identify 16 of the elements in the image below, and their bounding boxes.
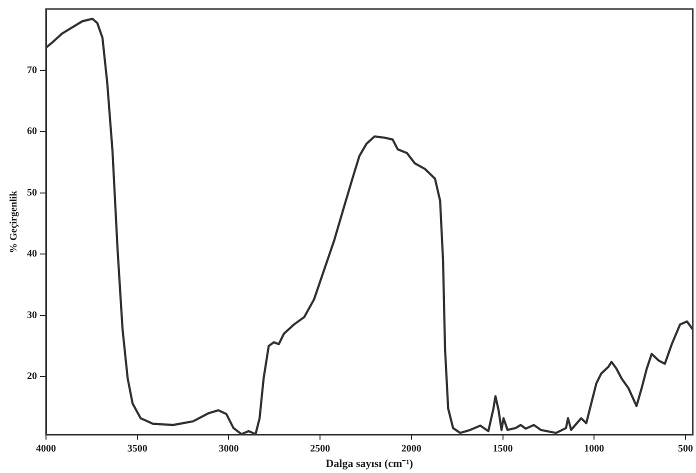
x-tick-label: 1000 xyxy=(584,443,604,454)
x-tick-label: 2000 xyxy=(401,443,422,454)
y-tick-label: 20 xyxy=(27,371,37,382)
x-tick-label: 1500 xyxy=(492,443,513,454)
y-tick-label: 40 xyxy=(27,248,37,260)
x-tick-label: 3500 xyxy=(127,443,148,454)
y-tick-label: 50 xyxy=(27,187,37,198)
x-tick-label: 4000 xyxy=(36,443,56,454)
y-tick-label: 60 xyxy=(27,126,37,138)
x-tick-label: 2500 xyxy=(310,443,330,454)
y-axis-title: % Geçirgenlik xyxy=(8,190,20,254)
y-tick-label: 30 xyxy=(27,310,37,321)
x-tick-label: 3000 xyxy=(218,443,239,454)
x-tick-label: 500 xyxy=(678,443,693,454)
x-axis-title: Dalga sayısı (cm⁻¹) xyxy=(326,458,414,470)
y-tick-label: 70 xyxy=(27,64,37,76)
